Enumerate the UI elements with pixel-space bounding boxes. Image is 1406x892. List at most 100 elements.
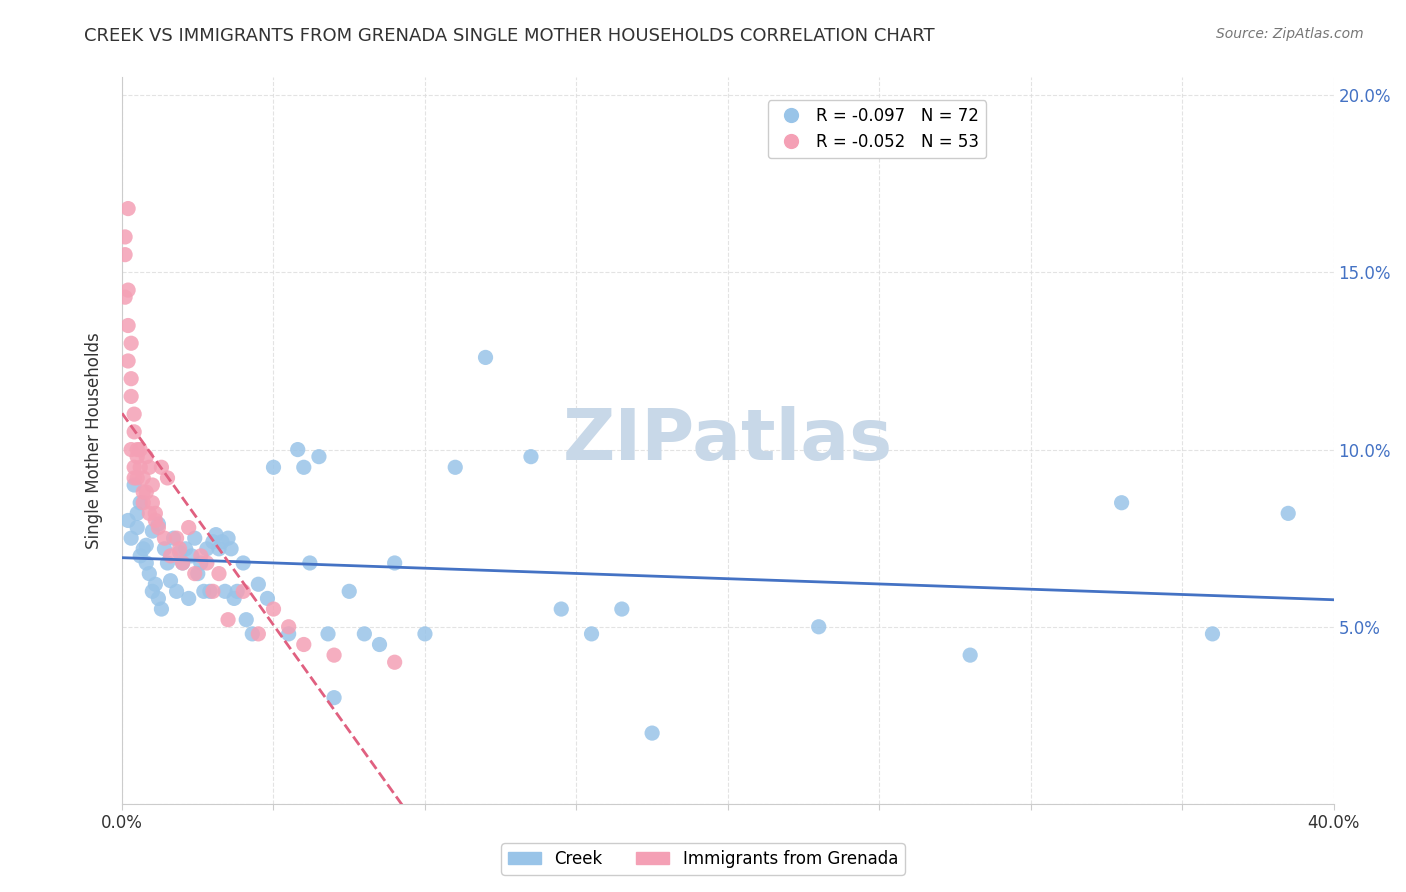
Point (153, 541, 176, 556)
Point (127, 450, 149, 464)
Point (122, 478, 145, 492)
Point (120, 389, 142, 403)
Point (166, 584, 188, 599)
Point (132, 496, 155, 510)
Point (226, 584, 249, 599)
Point (135, 450, 157, 464)
Point (353, 627, 375, 641)
Point (208, 566, 231, 581)
Point (169, 545, 191, 559)
Point (132, 485, 155, 500)
Point (120, 336, 142, 351)
Point (117, 283, 139, 297)
Point (172, 556, 194, 570)
Point (292, 460, 315, 475)
Point (120, 531, 142, 545)
Point (287, 442, 309, 457)
Point (135, 485, 157, 500)
Point (145, 507, 167, 521)
Point (127, 471, 149, 485)
Point (323, 690, 346, 705)
Point (148, 520, 170, 534)
Point (172, 556, 194, 570)
Point (959, 648, 981, 662)
Point (156, 471, 179, 485)
Point (263, 460, 285, 475)
Point (169, 541, 191, 556)
Point (135, 556, 157, 570)
Point (550, 602, 572, 616)
Point (141, 584, 163, 599)
Point (180, 549, 202, 563)
Point (208, 541, 231, 556)
Point (247, 627, 270, 641)
Point (156, 556, 179, 570)
Point (247, 577, 270, 591)
Point (141, 478, 163, 492)
Point (193, 584, 215, 599)
Point (198, 584, 221, 599)
Point (127, 442, 149, 457)
Point (807, 620, 830, 634)
Point (177, 591, 200, 606)
Point (145, 513, 167, 527)
Point (148, 516, 170, 531)
Point (581, 627, 603, 641)
Point (187, 566, 209, 581)
Point (141, 496, 163, 510)
Point (145, 577, 167, 591)
Point (177, 520, 200, 534)
Point (384, 556, 406, 570)
Point (122, 407, 145, 421)
Point (138, 507, 160, 521)
Point (520, 450, 543, 464)
Point (444, 460, 467, 475)
Point (368, 638, 391, 652)
Point (323, 648, 346, 662)
Point (474, 351, 496, 365)
Point (256, 591, 278, 606)
Point (150, 602, 173, 616)
Point (217, 531, 239, 545)
Point (132, 471, 155, 485)
Point (141, 524, 163, 538)
Point (138, 566, 160, 581)
Point (122, 471, 145, 485)
Point (211, 534, 233, 549)
Point (1277, 507, 1299, 521)
Point (232, 584, 254, 599)
Point (224, 591, 246, 606)
Point (201, 534, 224, 549)
Point (277, 620, 299, 634)
Point (240, 627, 263, 641)
Point (138, 460, 160, 475)
Point (114, 290, 136, 304)
Point (117, 202, 139, 216)
Point (219, 541, 242, 556)
Text: ZIPatlas: ZIPatlas (562, 406, 893, 475)
Point (117, 513, 139, 527)
Point (232, 556, 254, 570)
Point (217, 613, 239, 627)
Point (114, 247, 136, 261)
Point (153, 531, 176, 545)
Point (122, 425, 145, 439)
Point (298, 556, 321, 570)
Point (150, 460, 173, 475)
Point (190, 556, 212, 570)
Text: Source: ZipAtlas.com: Source: ZipAtlas.com (1216, 27, 1364, 41)
Legend: Creek, Immigrants from Grenada: Creek, Immigrants from Grenada (501, 844, 905, 875)
Point (277, 627, 299, 641)
Point (337, 584, 360, 599)
Legend: R = -0.097   N = 72, R = -0.052   N = 53: R = -0.097 N = 72, R = -0.052 N = 53 (768, 100, 986, 158)
Point (127, 507, 149, 521)
Point (205, 527, 228, 541)
Point (120, 442, 142, 457)
Point (122, 460, 145, 475)
Point (129, 549, 152, 563)
Y-axis label: Single Mother Households: Single Mother Households (86, 333, 103, 549)
Point (195, 541, 218, 556)
Point (384, 655, 406, 669)
Point (201, 584, 224, 599)
Point (1201, 627, 1223, 641)
